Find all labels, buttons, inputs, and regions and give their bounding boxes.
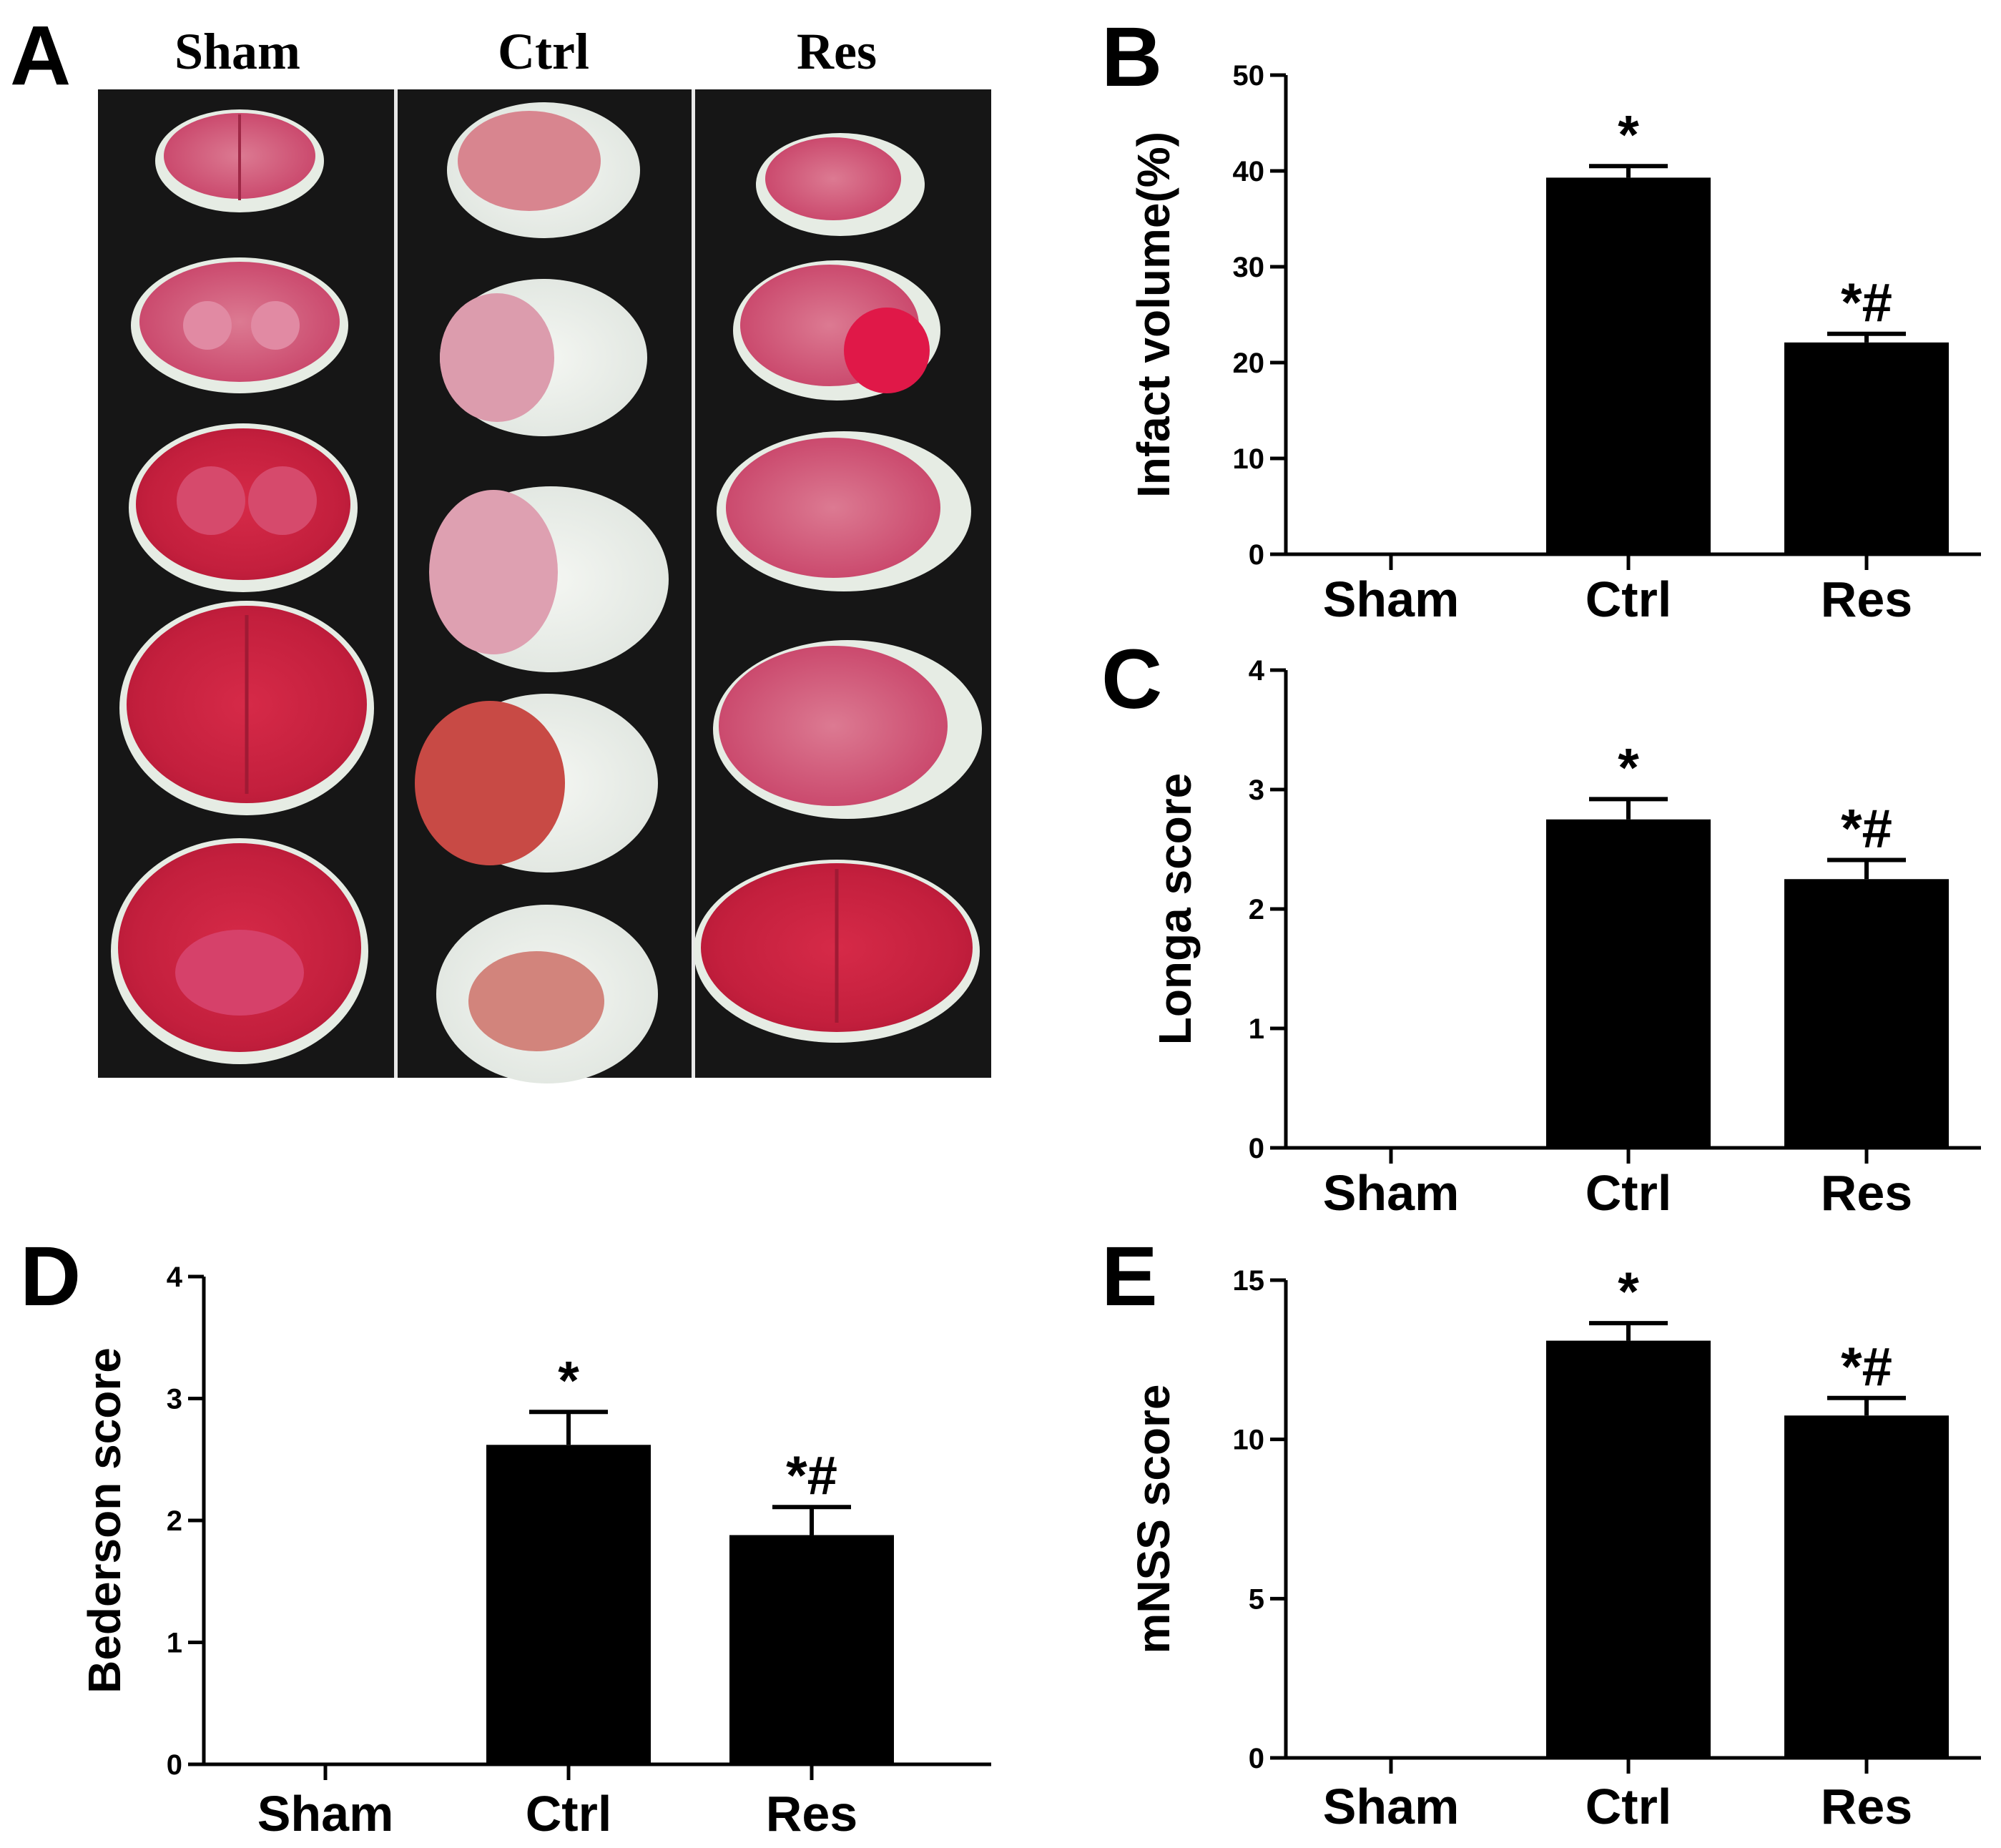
significance-marker-ctrl: *: [1618, 104, 1639, 165]
y-axis-label: Infact volume(%): [1128, 132, 1179, 498]
y-tick-label: 5: [1249, 1583, 1264, 1615]
panel-e-letter: E: [1101, 1229, 1158, 1324]
y-tick-label: 50: [1233, 60, 1265, 92]
bar-ctrl: [486, 1445, 651, 1764]
y-axis-label: Longa score: [1149, 773, 1201, 1046]
y-tick-label: 10: [1233, 443, 1265, 475]
column-title-ctrl: Ctrl: [498, 23, 589, 80]
y-tick-label: 10: [1233, 1425, 1265, 1456]
ctrl-slices: [415, 102, 669, 1083]
bar-res: [1784, 879, 1949, 1148]
y-tick-label: 4: [167, 1262, 183, 1293]
column-title-res: Res: [797, 23, 877, 80]
column-title-sham: Sham: [174, 23, 300, 80]
y-tick-label: 2: [1249, 894, 1264, 925]
bar-ctrl: [1546, 177, 1711, 554]
y-tick-label: 0: [1249, 1743, 1264, 1774]
significance-marker-ctrl: *: [558, 1350, 579, 1411]
panel-d-letter: D: [20, 1229, 81, 1324]
y-tick-label: 1: [167, 1628, 182, 1659]
bar-res: [1784, 342, 1949, 554]
significance-marker-res: *#: [786, 1445, 837, 1506]
significance-marker-ctrl: *: [1618, 737, 1639, 798]
y-tick-label: 0: [167, 1749, 182, 1781]
panel-a: A Sham Ctrl Res: [10, 9, 991, 1083]
y-tick-label: 15: [1233, 1265, 1265, 1297]
panel-c-chart: C 0 1 2 3 4 Longa score Sham Ctrl * Res *#: [1101, 632, 1981, 1221]
sham-slices: [111, 109, 374, 1064]
significance-marker-res: *#: [1841, 799, 1892, 860]
bar-res: [1784, 1415, 1949, 1758]
category-label-ctrl: Ctrl: [526, 1786, 612, 1842]
category-label-res: Res: [1821, 1779, 1912, 1834]
category-label-ctrl: Ctrl: [1585, 571, 1672, 627]
brain-slice-photo: [98, 89, 991, 1083]
category-label-sham: Sham: [1323, 1779, 1460, 1834]
significance-marker-res: *#: [1841, 272, 1892, 333]
significance-marker-ctrl: *: [1618, 1262, 1639, 1322]
panel-a-letter: A: [10, 9, 71, 103]
y-tick-label: 30: [1233, 252, 1265, 283]
y-tick-label: 3: [1249, 775, 1264, 806]
category-label-res: Res: [1821, 1165, 1912, 1221]
y-axis-label: Bederson score: [79, 1347, 130, 1694]
y-tick-label: 3: [167, 1384, 182, 1415]
y-tick-label: 20: [1233, 348, 1265, 379]
category-label-ctrl: Ctrl: [1585, 1779, 1672, 1834]
category-label-sham: Sham: [257, 1786, 394, 1842]
category-label-res: Res: [766, 1786, 857, 1842]
y-tick-label: 40: [1233, 156, 1265, 187]
category-label-sham: Sham: [1323, 1165, 1460, 1221]
panel-d-chart: D 0 1 2 3 4 Bederson score Sham Ctrl * Res *#: [20, 1229, 991, 1842]
bar-res: [729, 1535, 894, 1764]
category-label-res: Res: [1821, 571, 1912, 627]
significance-marker-res: *#: [1841, 1337, 1892, 1397]
y-tick-label: 2: [167, 1505, 182, 1537]
y-axis-label: mNSS score: [1128, 1384, 1179, 1653]
bar-ctrl: [1546, 819, 1711, 1148]
res-slices: [694, 133, 982, 1043]
y-tick-label: 1: [1249, 1013, 1264, 1045]
y-tick-label: 0: [1249, 1133, 1264, 1164]
panel-c-letter: C: [1101, 632, 1162, 727]
panel-b-letter: B: [1101, 10, 1162, 104]
category-label-ctrl: Ctrl: [1585, 1165, 1672, 1221]
panel-b-chart: B 0 10 20 30 40 50 Infact volume(%) Sham Ctrl * Res…: [1101, 10, 1981, 627]
panel-e-chart: E 0 5 10 15 mNSS score Sham Ctrl * Res *#: [1101, 1229, 1981, 1834]
category-label-sham: Sham: [1323, 571, 1460, 627]
bar-ctrl: [1546, 1340, 1711, 1758]
y-tick-label: 4: [1249, 655, 1265, 687]
photo-divider-2: [692, 89, 695, 1078]
photo-divider-1: [394, 89, 398, 1078]
y-tick-label: 0: [1249, 539, 1264, 571]
